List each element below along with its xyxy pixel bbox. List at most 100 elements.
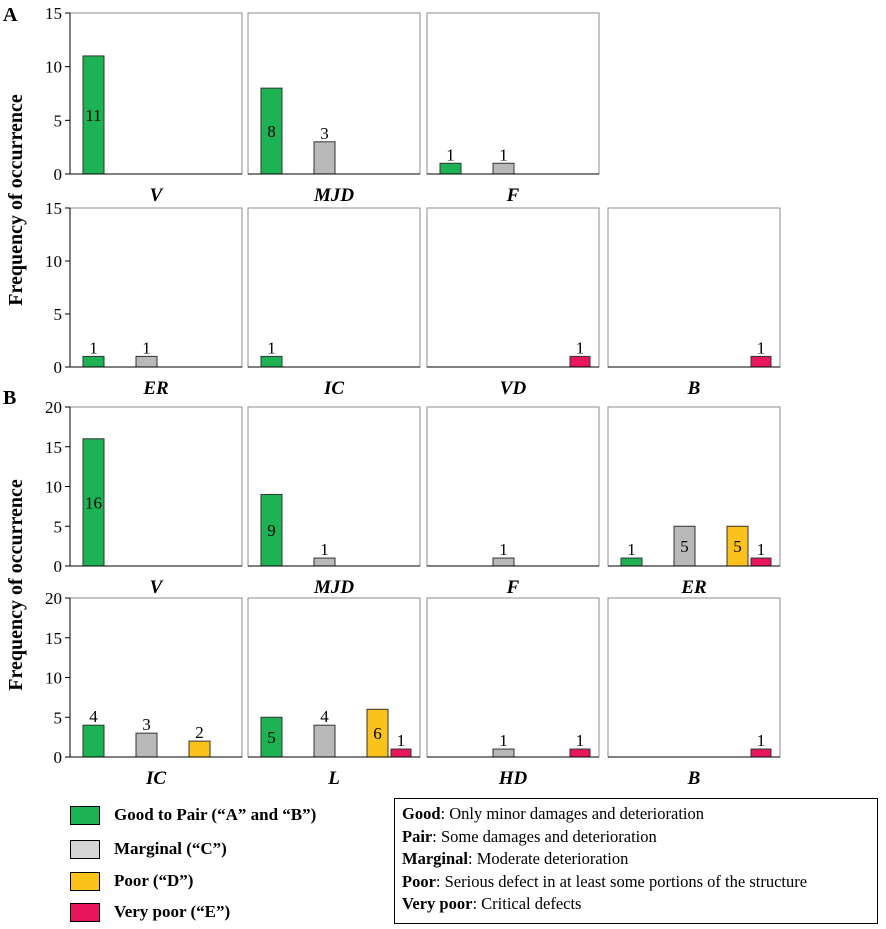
bar-label-b-l-good: 5 <box>267 728 276 747</box>
bar-label-b-mjd-marginal: 1 <box>320 540 329 559</box>
legend-label-good: Good to Pair (“A” and “B”) <box>114 805 317 824</box>
bar-label-b-l-poor: 6 <box>373 724 382 743</box>
legend-item-marginal: Marginal (“C”) <box>70 838 227 860</box>
definition-poor: Poor: Serious defect in at least some po… <box>402 871 808 891</box>
y-axis-title-a: Frequency of occurrence <box>5 94 27 306</box>
subplot-title-a-b: B <box>687 378 701 399</box>
definition-marginal: Marginal: Moderate deterioration <box>402 849 629 869</box>
bar-label-b-b-very_poor: 1 <box>757 731 766 750</box>
legend-swatch-good <box>70 805 100 825</box>
bar-label-b-f-marginal: 1 <box>499 540 508 559</box>
subplot-title-a-v: V <box>150 185 164 206</box>
y-tick-label-b-ic-10: 10 <box>45 669 62 688</box>
bar-b-ic-marginal <box>135 732 158 758</box>
bar-b-er-very_poor <box>750 557 772 567</box>
subplot-title-a-er: ER <box>142 378 168 399</box>
definitions-box: Good: Only minor damages and deteriorati… <box>394 798 878 924</box>
definition-very-poor: Very poor: Critical defects <box>402 894 582 914</box>
subplot-title-b-er: ER <box>680 577 706 598</box>
bar-label-b-er-marginal: 5 <box>680 537 689 556</box>
bar-label-b-mjd-good: 9 <box>267 521 276 540</box>
panel-label-b: B <box>3 387 16 409</box>
subplot-title-b-v: V <box>150 577 164 598</box>
legend-swatch-marginal <box>70 839 100 859</box>
plot-frame-a-vd <box>426 207 600 368</box>
y-tick-label-a-v-5: 5 <box>54 111 63 130</box>
plot-frame-b-hd <box>426 597 600 758</box>
bar-label-a-mjd-marginal: 3 <box>320 124 329 143</box>
bar-label-b-hd-marginal: 1 <box>499 731 508 750</box>
bar-label-b-v-good: 16 <box>85 493 102 512</box>
bar-a-f-marginal <box>492 162 515 175</box>
bar-b-l-marginal <box>313 724 336 758</box>
y-tick-label-a-v-15: 15 <box>45 4 62 23</box>
bar-label-b-l-marginal: 4 <box>320 707 329 726</box>
y-tick-label-a-v-0: 0 <box>54 165 63 184</box>
bar-label-a-ic-good: 1 <box>267 338 276 357</box>
bar-label-a-b-very_poor: 1 <box>757 338 766 357</box>
subplot-title-a-f: F <box>506 185 520 206</box>
bar-label-b-ic-marginal: 3 <box>142 715 151 734</box>
bar-a-er-marginal <box>135 355 158 368</box>
bar-label-b-er-very_poor: 1 <box>757 540 766 559</box>
legend-item-poor: Poor (“D”) <box>70 870 193 892</box>
bar-label-b-er-good: 1 <box>627 540 636 559</box>
y-tick-label-b-ic-0: 0 <box>54 748 63 767</box>
bar-b-mjd-marginal <box>313 557 336 567</box>
legend-swatch-very-poor <box>70 902 100 922</box>
definition-pair: Pair: Some damages and deterioration <box>402 826 657 846</box>
bar-label-a-er-marginal: 1 <box>142 338 151 357</box>
legend-item-very-poor: Very poor (“E”) <box>70 901 230 923</box>
bar-a-mjd-marginal <box>313 141 336 175</box>
y-tick-label-b-v-20: 20 <box>45 398 62 417</box>
bar-label-a-f-marginal: 1 <box>499 145 508 164</box>
bar-label-a-vd-very_poor: 1 <box>576 338 585 357</box>
panel-label-a: A <box>3 4 18 26</box>
bar-b-ic-good <box>82 724 105 758</box>
y-tick-label-b-ic-5: 5 <box>54 708 63 727</box>
subplot-title-b-f: F <box>506 577 520 598</box>
bar-b-ic-poor <box>188 740 211 758</box>
bar-label-b-er-poor: 5 <box>733 537 742 556</box>
y-tick-label-b-v-0: 0 <box>54 557 63 576</box>
y-tick-label-a-er-15: 15 <box>45 199 62 218</box>
bar-a-f-good <box>439 162 462 175</box>
legend-label-poor: Poor (“D”) <box>114 871 194 890</box>
y-tick-label-a-er-5: 5 <box>54 305 63 324</box>
subplot-title-a-vd: VD <box>500 378 527 399</box>
bar-label-b-l-very_poor: 1 <box>397 731 406 750</box>
legend-item-good: Good to Pair (“A” and “B”) <box>70 804 316 826</box>
bar-a-ic-good <box>260 355 283 368</box>
y-tick-label-b-v-15: 15 <box>45 438 62 457</box>
bar-label-a-er-good: 1 <box>89 338 98 357</box>
legend-swatch-poor <box>70 871 100 891</box>
bar-label-b-hd-very_poor: 1 <box>576 731 585 750</box>
bar-label-a-f-good: 1 <box>446 145 455 164</box>
y-tick-label-a-er-0: 0 <box>54 358 63 377</box>
subplot-title-a-ic: IC <box>323 378 344 399</box>
y-tick-label-b-v-5: 5 <box>54 517 63 536</box>
bar-label-b-ic-poor: 2 <box>195 723 204 742</box>
subplot-title-b-mjd: MJD <box>313 577 354 598</box>
legend-label-very-poor: Very poor (“E”) <box>114 902 231 921</box>
bar-a-er-good <box>82 355 105 368</box>
y-tick-label-b-ic-15: 15 <box>45 629 62 648</box>
subplot-title-a-mjd: MJD <box>313 185 354 206</box>
subplot-title-b-b: B <box>687 768 701 789</box>
y-tick-label-a-v-10: 10 <box>45 58 62 77</box>
subplot-title-b-hd: HD <box>498 768 528 789</box>
legend-label-marginal: Marginal (“C”) <box>114 839 227 858</box>
bar-b-er-good <box>620 557 643 567</box>
bar-a-vd-very_poor <box>569 355 591 368</box>
definition-good: Good: Only minor damages and deteriorati… <box>402 804 704 823</box>
bar-b-b-very_poor <box>750 748 772 758</box>
bar-b-hd-marginal <box>492 748 515 758</box>
bar-label-b-ic-good: 4 <box>89 707 98 726</box>
bar-b-hd-very_poor <box>569 748 591 758</box>
subplot-title-b-ic: IC <box>145 768 166 789</box>
bar-label-a-v-good: 11 <box>85 106 101 125</box>
y-tick-label-b-ic-20: 20 <box>45 589 62 608</box>
bar-b-l-very_poor <box>390 748 412 758</box>
plot-frame-b-b <box>607 597 781 758</box>
